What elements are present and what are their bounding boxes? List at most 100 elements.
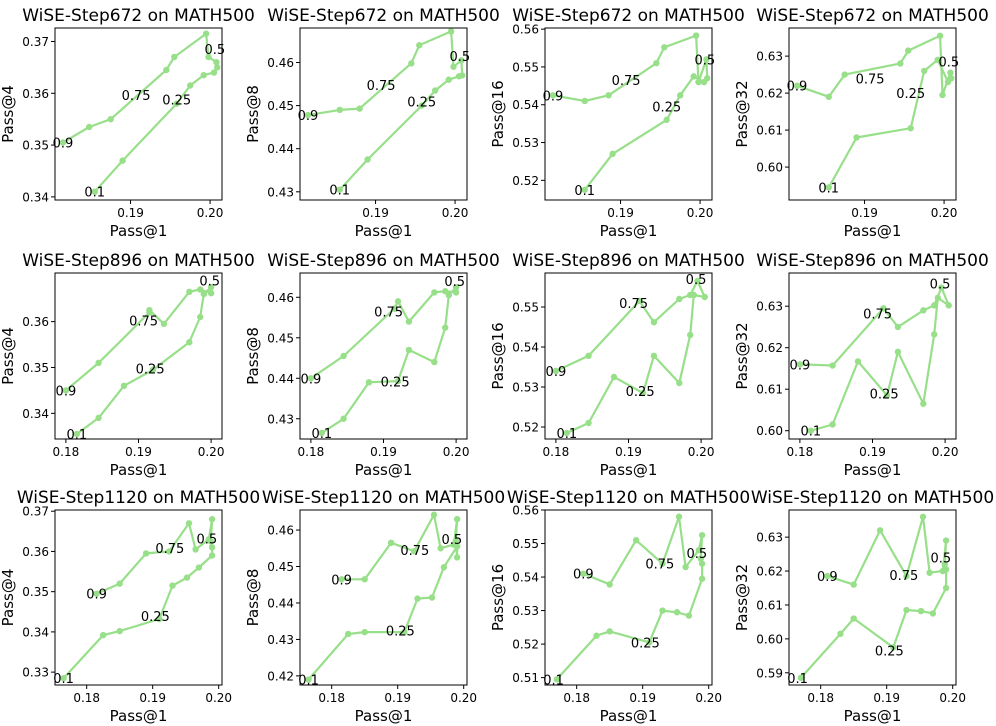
data-point (929, 610, 937, 617)
data-point (408, 60, 415, 67)
axes-frame (54, 27, 223, 201)
x-axis-label: Pass@1 (844, 461, 902, 479)
data-point (205, 53, 212, 61)
data-point (207, 538, 214, 545)
data-point (361, 628, 368, 636)
data-point (120, 382, 128, 390)
data-point (207, 284, 215, 291)
data-point (694, 277, 701, 285)
data-point (650, 319, 658, 326)
series-line (796, 34, 953, 188)
data-point (850, 615, 857, 622)
x-tick-label: 0.19 (384, 691, 411, 705)
data-point (200, 71, 207, 79)
data-point (853, 134, 860, 141)
y-tick-label: 0.37 (22, 35, 49, 49)
chart-panel-2: WiSE-Step672 on MATH500 0.9 0.75 0.5 0.25 0.1… (244, 6, 500, 240)
data-point (825, 93, 832, 101)
axes-frame (544, 509, 713, 686)
y-tick-label: 0.36 (22, 545, 49, 559)
point-annotation: 0.75 (374, 305, 403, 320)
point-annotation: 0.1 (311, 427, 332, 442)
data-point (202, 30, 210, 37)
axes-frame (788, 27, 957, 201)
data-point (938, 284, 945, 291)
point-annotation: 0.1 (66, 428, 87, 443)
data-point (639, 389, 647, 397)
data-point (356, 105, 363, 112)
x-axis-label: Pass@1 (844, 707, 902, 725)
y-tick-label: 0.62 (756, 87, 783, 101)
x-tick-label: 0.20 (442, 206, 469, 220)
data-point (676, 379, 683, 387)
series-line (800, 515, 948, 679)
data-point (934, 294, 942, 302)
y-tick-label: 0.55 (512, 301, 539, 315)
x-axis-label: Pass@1 (355, 461, 413, 479)
point-annotation: 0.1 (556, 427, 577, 442)
point-annotation: 0.75 (856, 72, 885, 87)
data-point (107, 115, 114, 123)
point-annotation: 0.25 (870, 387, 899, 402)
y-tick-label: 0.54 (512, 98, 539, 112)
data-point (698, 531, 706, 539)
chart-title: WiSE-Step896 on MATH500 (756, 251, 989, 271)
data-point (73, 430, 80, 438)
point-annotation: 0.9 (53, 136, 74, 151)
x-tick-label: 0.20 (450, 691, 477, 705)
y-tick-label: 0.43 (267, 633, 294, 647)
y-tick-label: 0.63 (756, 531, 783, 545)
data-point (450, 63, 457, 70)
y-tick-label: 0.51 (512, 671, 539, 685)
y-tick-label: 0.63 (756, 50, 783, 64)
data-point (837, 630, 844, 637)
data-point (185, 520, 193, 527)
y-tick-label: 0.35 (22, 361, 49, 375)
y-tick-label: 0.35 (22, 139, 49, 153)
y-axis-label: Pass@32 (733, 322, 751, 389)
y-axis-label: Pass@16 (489, 80, 507, 147)
data-point (793, 82, 801, 89)
x-tick-label: 0.19 (125, 445, 152, 459)
y-tick-label: 0.34 (22, 190, 49, 204)
data-point (939, 91, 946, 99)
y-tick-label: 0.62 (756, 565, 783, 579)
point-annotation: 0.75 (619, 297, 648, 312)
data-point (824, 572, 831, 580)
chart-title: WiSE-Step896 on MATH500 (512, 251, 745, 271)
data-point (452, 283, 460, 291)
data-point (698, 560, 706, 567)
data-point (690, 73, 697, 80)
data-point (653, 59, 660, 67)
x-axis-label: Pass@1 (355, 707, 413, 725)
data-point (197, 313, 204, 321)
data-point (195, 564, 203, 571)
chart-title: WiSE-Step1120 on MATH500 (262, 488, 505, 508)
x-tick-label: 0.18 (53, 445, 80, 459)
x-tick-label: 0.20 (931, 206, 958, 220)
x-tick-label: 0.19 (615, 445, 642, 459)
data-point (695, 547, 702, 554)
x-tick-label: 0.20 (939, 691, 966, 705)
data-point (428, 594, 436, 601)
x-tick-label: 0.19 (607, 206, 634, 220)
data-point (593, 632, 600, 639)
chart-panel-6: WiSE-Step896 on MATH500 0.9 0.75 0.5 0.25 0.1… (244, 251, 500, 479)
data-point (919, 513, 927, 520)
x-tick-label: 0.19 (629, 691, 656, 705)
data-point (156, 615, 163, 623)
point-annotation: 0.5 (930, 551, 951, 566)
y-tick-label: 0.34 (22, 625, 49, 639)
data-point (85, 123, 93, 131)
point-annotation: 0.5 (694, 53, 715, 68)
data-point (581, 186, 588, 193)
data-point (920, 400, 927, 407)
point-annotation: 0.75 (645, 558, 674, 573)
data-point (907, 125, 914, 132)
data-point (431, 358, 438, 366)
y-tick-label: 0.56 (512, 504, 539, 518)
data-point (552, 367, 560, 375)
data-point (829, 421, 836, 428)
data-point (401, 628, 408, 636)
x-tick-label: 0.20 (688, 445, 715, 459)
